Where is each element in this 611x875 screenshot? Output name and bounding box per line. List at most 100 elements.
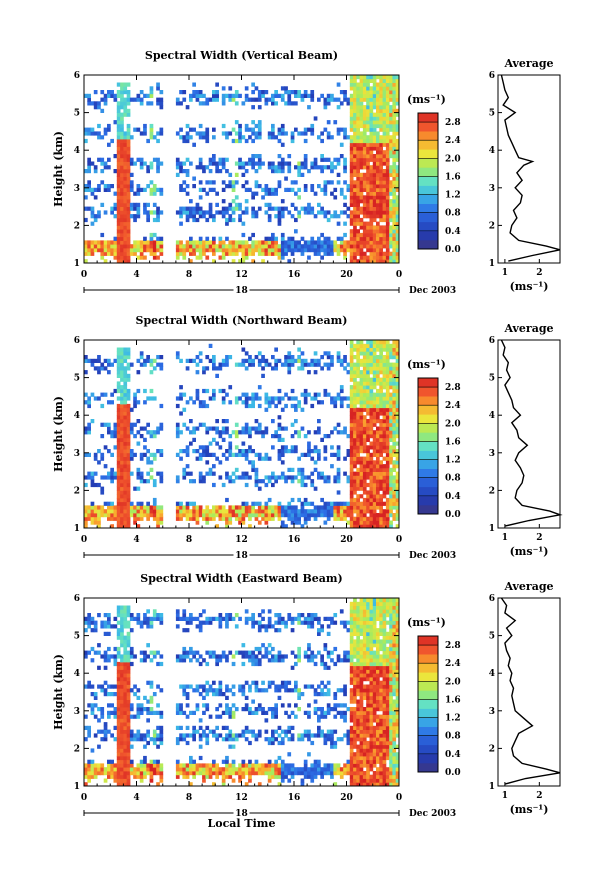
heatmap-cell [389, 206, 393, 211]
heatmap-cell [182, 135, 187, 140]
colorbar-band [418, 432, 438, 442]
heatmap-cell [254, 426, 259, 431]
heatmap-cell [123, 255, 128, 260]
heatmap-cell [359, 210, 364, 215]
heatmap-cell [372, 392, 377, 397]
heatmap-cell [248, 430, 252, 435]
heatmap-cell [182, 169, 187, 174]
heatmap-cell [257, 105, 262, 110]
heatmap-cell [385, 123, 390, 129]
heatmap-cell [90, 505, 95, 510]
heatmap-cell [389, 434, 393, 439]
heatmap-cell [116, 752, 121, 757]
heatmap-cell [126, 620, 131, 625]
heatmap-cell [359, 131, 364, 136]
heatmap-cell [343, 131, 347, 136]
heatmap-cell [120, 692, 124, 697]
heatmap-cell [382, 494, 387, 499]
heatmap-cell [126, 464, 131, 469]
heatmap-cell [116, 142, 121, 147]
heatmap-cell [323, 214, 328, 219]
heatmap-cell [149, 240, 154, 245]
heatmap-cell [261, 240, 265, 245]
heatmap-cell [205, 366, 210, 371]
heatmap-cell [159, 479, 164, 484]
heatmap-cell [123, 516, 128, 521]
heatmap-cell [234, 90, 239, 95]
heatmap-cell [225, 513, 229, 518]
heatmap-cell [221, 400, 226, 405]
heatmap-cell [129, 202, 134, 207]
heatmap-cell [251, 654, 255, 659]
heatmap-cell [277, 244, 282, 249]
heatmap-cell [376, 225, 380, 230]
heatmap-cell [87, 400, 91, 405]
heatmap-cell [116, 501, 121, 506]
heatmap-cell [123, 221, 128, 226]
heatmap-cell [228, 202, 233, 207]
heatmap-cell [116, 774, 121, 779]
heatmap-cell [107, 358, 111, 363]
heatmap-cell [175, 475, 180, 480]
heatmap-cell [202, 400, 206, 405]
heatmap-cell [366, 505, 370, 510]
heatmap-cell [202, 240, 206, 245]
heatmap-cell [343, 248, 347, 253]
heatmap-cell [359, 351, 364, 356]
heatmap-cell [395, 385, 400, 390]
heatmap-cell [395, 232, 400, 238]
heatmap-cell [84, 138, 88, 144]
heatmap-cell [152, 737, 157, 742]
heatmap-cell [175, 767, 180, 772]
heatmap-cell [369, 340, 374, 345]
heatmap-cell [228, 688, 233, 693]
heatmap-cell [366, 184, 370, 189]
heatmap-cell [107, 157, 111, 162]
heatmap-cell [280, 214, 285, 219]
heatmap-cell [248, 778, 252, 783]
heatmap-cell [103, 688, 108, 693]
heatmap-cell [323, 392, 328, 397]
heatmap-cell [320, 248, 324, 253]
heatmap-cell [359, 411, 364, 416]
heatmap-cell [143, 744, 147, 749]
heatmap-cell [228, 452, 233, 457]
heatmap-cell [310, 210, 315, 215]
heatmap-cell [195, 90, 200, 95]
heatmap-cell [113, 240, 118, 245]
heatmap-cell [192, 688, 196, 693]
heatmap-cell [300, 475, 305, 480]
heatmap-cell [389, 445, 393, 450]
heatmap-cell [248, 513, 252, 518]
heatmap-cell [254, 86, 259, 91]
heatmap-cell [271, 123, 275, 129]
heatmap-cell [366, 135, 370, 140]
heatmap-cell [198, 403, 203, 409]
heatmap-cell [339, 400, 344, 405]
heatmap-cell [120, 513, 124, 518]
heatmap-cell [395, 362, 400, 367]
heatmap-cell [87, 240, 91, 245]
heatmap-cell [221, 214, 226, 219]
heatmap-cell [159, 105, 164, 110]
heatmap-cell [182, 737, 187, 742]
heatmap-cell [136, 248, 141, 253]
heatmap-cell [120, 460, 124, 465]
heatmap-cell [107, 123, 111, 129]
heatmap-cell [156, 97, 160, 102]
heatmap-cell [303, 520, 308, 525]
heatmap-cell [120, 392, 124, 397]
heatmap-cell [175, 101, 180, 106]
heatmap-cell [212, 505, 216, 510]
heatmap-cell [369, 259, 374, 264]
heatmap-cell [198, 771, 203, 776]
heatmap-cell [369, 445, 374, 450]
heatmap-cell [231, 714, 236, 719]
heatmap-cell [353, 184, 357, 189]
panel-title: Spectral Width (Vertical Beam) [145, 49, 338, 62]
heatmap-cell [215, 737, 219, 742]
heatmap-cell [87, 729, 91, 734]
heatmap-cell [244, 654, 249, 659]
heatmap-cell [349, 441, 354, 446]
heatmap-cell [103, 613, 108, 618]
